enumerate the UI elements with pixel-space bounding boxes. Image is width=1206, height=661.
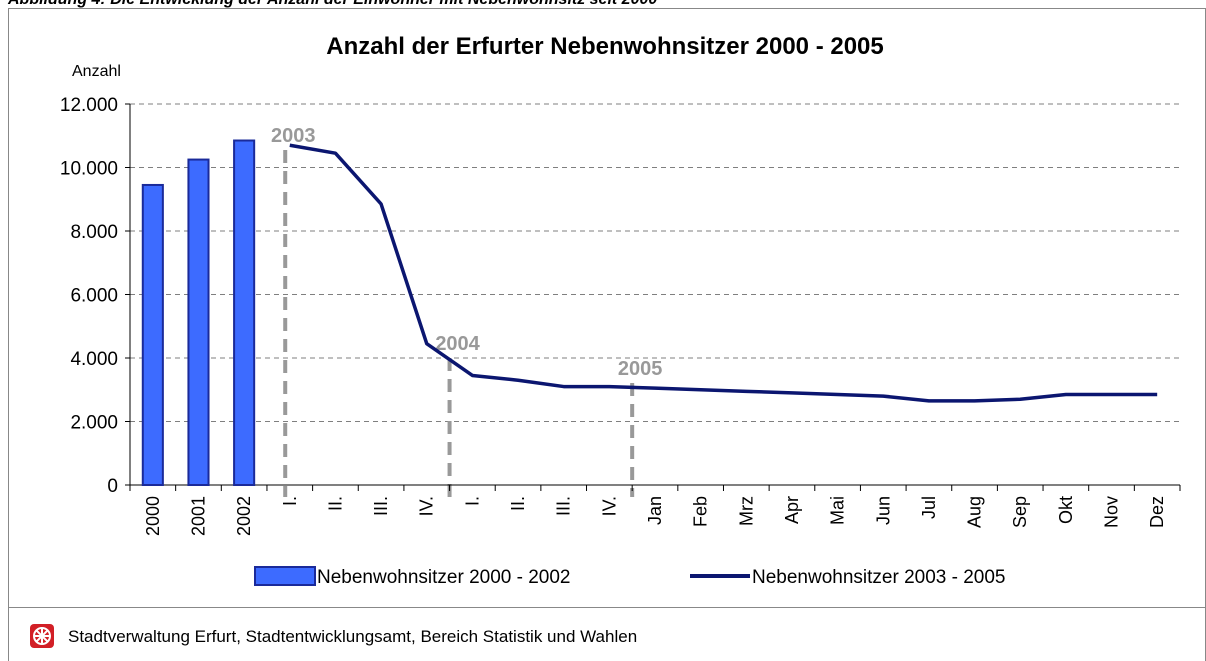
bar [187,158,210,486]
x-tick-label: Jan [645,496,665,525]
footer-text: Stadtverwaltung Erfurt, Stadtentwicklung… [68,627,637,646]
annotation-label: 2003 [271,125,316,147]
y-tick-label: 4.000 [70,349,118,370]
x-tick-label: Aug [965,496,985,528]
x-tick-label: Sep [1010,496,1030,528]
x-tick-label: Nov [1102,496,1122,528]
bar [233,139,256,486]
y-tick-label: 6.000 [70,286,118,307]
x-tick-label: III. [554,496,574,516]
bar [141,183,164,486]
x-tick-label: III. [371,496,391,516]
x-tick-label: 2002 [234,496,254,536]
annotation-label: 2004 [435,333,480,355]
y-tick-label: 0 [107,476,118,497]
y-tick-label: 10.000 [60,159,118,180]
y-tick-label: 2.000 [70,413,118,434]
legend-swatch [254,566,316,586]
x-tick-label: Mai [828,496,848,525]
chart-title: Anzahl der Erfurter Nebenwohnsitzer 2000… [326,33,884,60]
x-tick-label: 2000 [143,496,163,536]
y-tick-label: 12.000 [60,95,118,116]
x-tick-label: Apr [782,496,802,524]
logo [30,624,54,648]
x-tick-label: 2001 [188,496,208,536]
x-tick-label: Feb [691,496,711,527]
x-tick-label: IV. [599,496,619,516]
x-tick-label: II. [508,496,528,511]
legend-label: Nebenwohnsitzer 2003 - 2005 [752,567,1006,588]
x-tick-label: Jun [873,496,893,525]
y-axis-label: Anzahl [72,63,121,80]
x-tick-label: I. [280,496,300,506]
x-tick-label: Okt [1056,496,1076,524]
annotation-label: 2005 [618,358,663,380]
x-tick-label: Mrz [736,496,756,526]
caption: Abbildung 4: Die Entwicklung der Anzahl … [7,0,657,8]
line [289,143,1158,403]
x-tick-label: Jul [919,496,939,519]
x-tick-label: IV. [417,496,437,516]
y-tick-label: 8.000 [70,222,118,243]
x-tick-label: Dez [1147,496,1167,528]
x-tick-label: II. [325,496,345,511]
legend-label: Nebenwohnsitzer 2000 - 2002 [317,567,571,588]
x-tick-label: I. [462,496,482,506]
